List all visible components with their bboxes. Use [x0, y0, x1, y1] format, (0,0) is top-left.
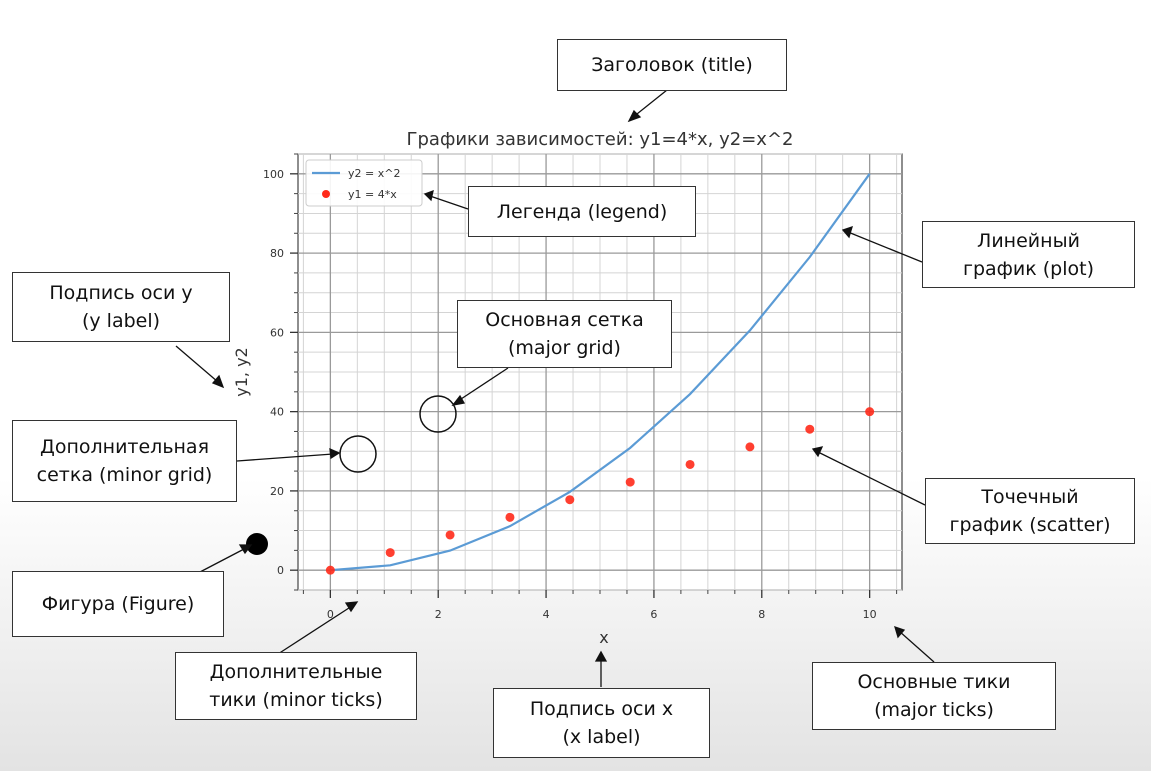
legend-marker-swatch	[322, 190, 330, 198]
annotation-figure: Фигура (Figure)	[12, 571, 224, 637]
legend-label-y1: y1 = 4*x	[348, 188, 397, 201]
y-tick-label: 20	[270, 485, 284, 498]
figure-marker-dot	[246, 533, 268, 555]
annotation-minor-grid: Дополнительная сетка (minor grid)	[12, 420, 237, 502]
annotation-major-ticks: Основные тики (major ticks)	[812, 662, 1056, 730]
annotation-title: Заголовок (title)	[557, 39, 787, 91]
scatter-point-y1	[385, 548, 395, 558]
x-tick-label: 4	[543, 608, 550, 621]
scatter-point-y1	[325, 565, 335, 575]
annotation-xlabel: Подпись оси x (x label)	[493, 688, 710, 758]
scatter-point-y1	[505, 512, 515, 522]
annotation-scatter: Точечный график (scatter)	[925, 478, 1135, 544]
y-tick-label: 0	[277, 564, 284, 577]
scatter-point-y1	[805, 424, 815, 434]
x-tick-label: 8	[758, 608, 765, 621]
legend-label-y2: y2 = x^2	[348, 167, 400, 180]
scatter-point-y1	[445, 530, 455, 540]
x-tick-label: 0	[327, 608, 334, 621]
scatter-point-y1	[625, 477, 635, 487]
chart-title: Графики зависимостей: y1=4*x, y2=x^2	[407, 129, 794, 150]
series-line-y2	[330, 173, 871, 572]
legend: y2 = x^2 y1 = 4*x	[305, 159, 423, 207]
x-tick-label: 10	[863, 608, 877, 621]
x-tick-label: 6	[650, 608, 657, 621]
annotation-legend: Легенда (legend)	[468, 186, 696, 237]
y-axis-label: y1, y2	[232, 347, 251, 396]
scatter-point-y1	[685, 459, 695, 469]
scatter-point-y1	[865, 407, 875, 417]
y-tick-label: 40	[270, 406, 284, 419]
legend-box	[305, 159, 423, 207]
annotation-minor-ticks: Дополнительные тики (minor ticks)	[175, 652, 417, 720]
annotation-ylabel: Подпись оси y (y label)	[12, 272, 230, 342]
scatter-point-y1	[745, 442, 755, 452]
annotation-major-grid: Основная сетка (major grid)	[457, 300, 672, 368]
y-tick-label: 60	[270, 326, 284, 339]
major-grid-marker-circle	[419, 395, 457, 433]
y-tick-label: 80	[270, 247, 284, 260]
x-axis-label: x	[599, 628, 608, 647]
x-tick-label: 2	[435, 608, 442, 621]
callout-arrows	[175, 89, 935, 687]
y-tick-label: 100	[263, 168, 284, 181]
scatter-point-y1	[565, 495, 575, 505]
series-layer	[325, 173, 875, 575]
annotation-plot: Линейный график (plot)	[922, 221, 1135, 288]
minor-grid-marker-circle	[339, 435, 377, 473]
